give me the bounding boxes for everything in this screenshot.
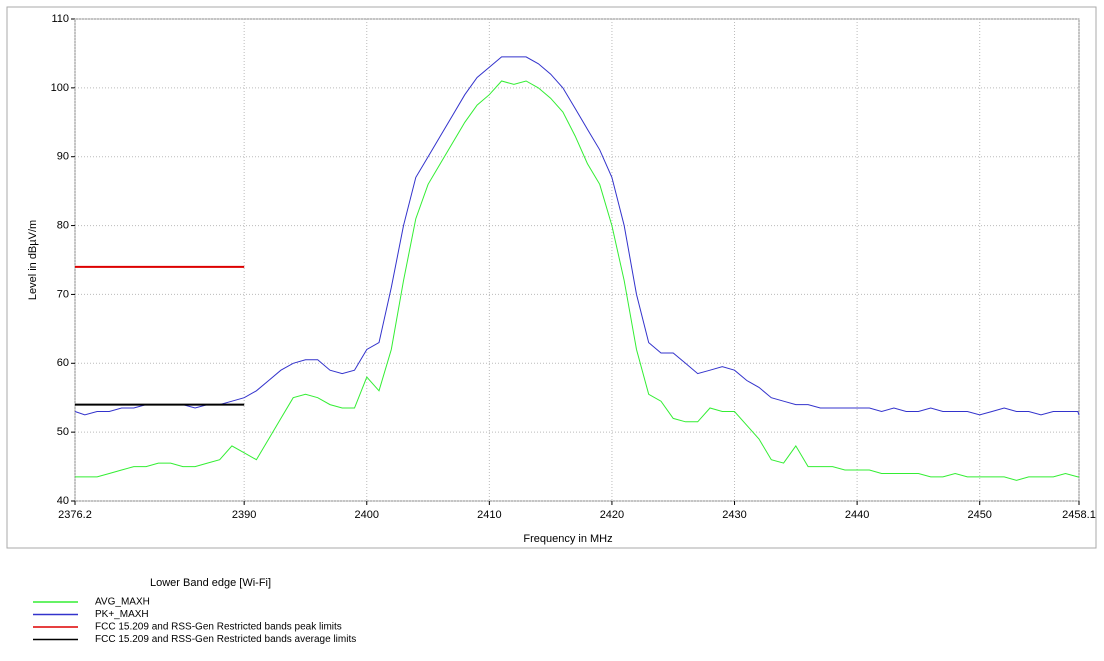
legend-label: PK+_MAXH xyxy=(95,609,149,620)
series-line xyxy=(74,56,1080,416)
legend-label: FCC 15.209 and RSS-Gen Restricted bands … xyxy=(95,622,342,633)
legend-label: FCC 15.209 and RSS-Gen Restricted bands … xyxy=(95,634,356,645)
y-tick-label: 80 xyxy=(57,219,69,231)
series-line xyxy=(75,80,1079,481)
x-tick-label: 2400 xyxy=(355,509,379,521)
y-tick-label: 90 xyxy=(57,151,69,163)
x-tick-label: 2390 xyxy=(232,509,256,521)
x-axis-label: Frequency in MHz xyxy=(523,533,612,545)
legend-title: Lower Band edge [Wi-Fi] xyxy=(150,577,271,589)
y-tick-label: 100 xyxy=(51,82,69,94)
y-tick-label: 40 xyxy=(57,495,69,507)
x-tick-label: 2420 xyxy=(600,509,624,521)
chart-frame xyxy=(6,6,1097,549)
x-tick-label: 2450 xyxy=(967,509,991,521)
y-tick-label: 60 xyxy=(57,357,69,369)
y-tick-label: 50 xyxy=(57,426,69,438)
y-tick-label: 70 xyxy=(57,288,69,300)
x-tick-label: 2440 xyxy=(845,509,869,521)
y-axis-label: Level in dBµV/m xyxy=(27,220,39,300)
y-tick-label: 110 xyxy=(51,13,69,25)
x-tick-label: 2430 xyxy=(722,509,746,521)
x-tick-label: 2458.1 xyxy=(1062,509,1096,521)
plot-area xyxy=(74,18,1080,502)
x-tick-label: 2376.2 xyxy=(58,509,92,521)
x-tick-label: 2410 xyxy=(477,509,501,521)
legend-label: AVG_MAXH xyxy=(95,597,150,608)
